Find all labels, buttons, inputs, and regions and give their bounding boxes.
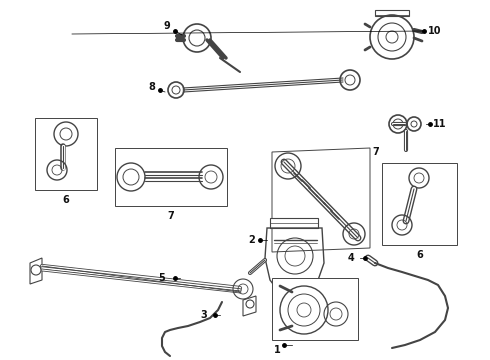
Text: 2: 2 [248, 235, 255, 245]
Text: 8: 8 [148, 82, 155, 92]
Text: 9: 9 [163, 21, 170, 31]
Text: 6: 6 [63, 195, 70, 205]
Text: 6: 6 [416, 250, 423, 260]
Bar [115, 148, 227, 206]
Text: 3: 3 [200, 310, 207, 320]
Text: 10: 10 [428, 26, 441, 36]
Text: 7: 7 [372, 147, 379, 157]
Bar [375, 10, 409, 16]
Text: 11: 11 [433, 119, 446, 129]
Bar [270, 218, 318, 228]
Text: 7: 7 [168, 211, 174, 221]
Bar [35, 118, 97, 190]
Text: 1: 1 [274, 345, 281, 355]
Text: 4: 4 [348, 253, 355, 263]
Bar [382, 163, 457, 245]
Text: 5: 5 [158, 273, 165, 283]
Bar [272, 278, 358, 340]
